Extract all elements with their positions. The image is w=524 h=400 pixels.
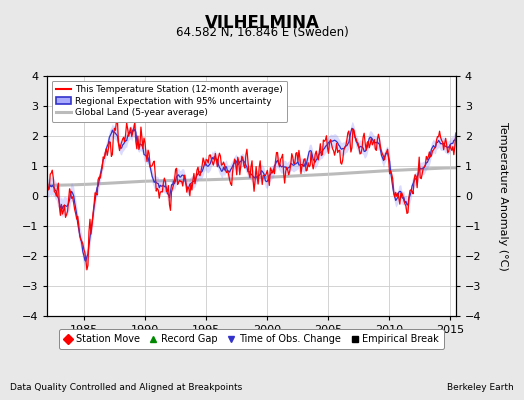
Legend: This Temperature Station (12-month average), Regional Expectation with 95% uncer: This Temperature Station (12-month avera… [52,80,287,122]
Text: Data Quality Controlled and Aligned at Breakpoints: Data Quality Controlled and Aligned at B… [10,383,243,392]
Text: 64.582 N, 16.846 E (Sweden): 64.582 N, 16.846 E (Sweden) [176,26,348,39]
Legend: Station Move, Record Gap, Time of Obs. Change, Empirical Break: Station Move, Record Gap, Time of Obs. C… [59,329,444,349]
Text: Berkeley Earth: Berkeley Earth [447,383,514,392]
Y-axis label: Temperature Anomaly (°C): Temperature Anomaly (°C) [498,122,508,270]
Text: VILHELMINA: VILHELMINA [204,14,320,32]
